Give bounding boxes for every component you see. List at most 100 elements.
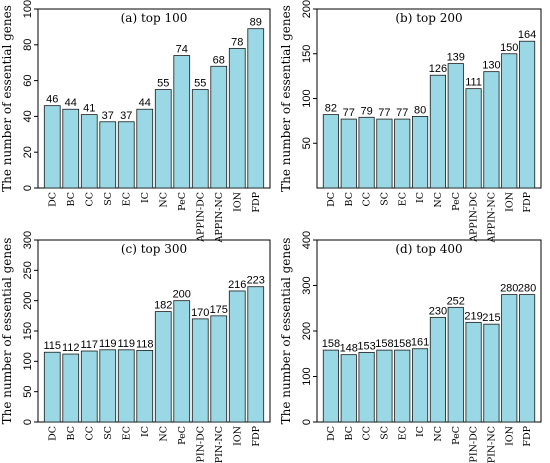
bar-a-ec [117, 121, 135, 189]
bar-d-ion [501, 294, 518, 423]
bar-b-dc [322, 114, 339, 189]
x-tick-label-a-1: BC [66, 192, 77, 206]
value-label-c-8: 170 [191, 307, 209, 319]
x-tick-label-c-8: APPIN-DC [195, 426, 206, 463]
x-tick-label-a-10: ION [232, 192, 243, 212]
y-tick-label-a-5: 100 [22, 0, 34, 18]
bar-c-ion [228, 290, 246, 423]
x-tick-label-c-5: IC [140, 426, 151, 437]
y-tick-label-c-4: 200 [22, 291, 34, 309]
value-label-a-2: 41 [83, 103, 95, 115]
y-axis-label-a: The number of essential genes [0, 5, 14, 192]
bar-c-pec [173, 300, 191, 423]
bar-a-nc [154, 89, 172, 189]
x-tick-label-d-7: PeC [451, 426, 462, 445]
x-tick-label-b-6: NC [433, 192, 444, 208]
x-tick-label-c-0: DC [47, 426, 58, 441]
x-tick-label-d-1: BC [344, 426, 355, 440]
bar-a-bc [62, 108, 80, 189]
bar-a-dc [43, 105, 61, 189]
bar-d-ec [394, 349, 411, 423]
value-label-b-10: 150 [500, 42, 518, 54]
value-label-d-10: 280 [500, 283, 518, 295]
value-label-a-11: 89 [250, 17, 262, 29]
y-tick-label-b-3: 200 [301, 0, 313, 18]
bar-a-pec [173, 55, 191, 189]
x-tick-label-b-11: FDP [522, 191, 533, 212]
x-tick-label-b-8: APPIN-DC [469, 192, 480, 243]
x-tick-label-b-7: PeC [451, 192, 462, 211]
bar-b-bc [340, 118, 357, 189]
bar-b-ic [412, 116, 429, 189]
x-tick-label-a-9: APPIN-NC [214, 192, 225, 244]
x-tick-label-d-3: SC [379, 426, 390, 440]
y-tick-label-b-1: 100 [301, 89, 313, 107]
panel-title-a: (a) top 100 [121, 11, 188, 25]
bar-d-appin-dc [465, 321, 482, 423]
x-tick-label-b-5: IC [415, 192, 426, 203]
y-tick-label-d-4: 400 [301, 231, 313, 249]
y-tick-label-a-2: 40 [22, 110, 34, 122]
value-label-a-9: 68 [213, 54, 225, 66]
y-axis-label-b: The number of essential genes [279, 5, 293, 192]
value-label-b-1: 77 [343, 107, 355, 119]
bar-b-sc [376, 118, 393, 189]
value-label-c-9: 175 [210, 304, 228, 316]
value-label-d-6: 230 [429, 305, 447, 317]
x-tick-label-b-0: DC [326, 192, 337, 207]
bar-d-sc [376, 349, 393, 423]
value-label-b-3: 77 [378, 107, 390, 119]
bar-b-ec [394, 118, 411, 189]
x-tick-label-a-8: APPIN-DC [195, 192, 206, 243]
value-label-c-11: 223 [247, 275, 265, 287]
bar-c-dc [43, 351, 61, 423]
value-label-d-11: 280 [518, 283, 536, 295]
value-label-b-2: 79 [360, 105, 372, 117]
bar-b-nc [429, 74, 446, 189]
bar-c-ic [136, 350, 154, 423]
panel-title-b: (b) top 200 [395, 11, 462, 25]
x-tick-label-c-10: ION [232, 426, 243, 446]
value-label-b-0: 82 [325, 103, 337, 115]
x-tick-label-d-0: DC [326, 426, 337, 441]
y-tick-label-a-1: 20 [22, 146, 34, 158]
x-tick-label-c-6: NC [158, 426, 169, 442]
y-tick-label-c-0: 0 [22, 419, 34, 425]
x-tick-label-d-10: ION [504, 426, 515, 446]
x-tick-label-c-2: CC [84, 426, 95, 441]
panel-d: (d) top 400 The number of essential genes… [279, 231, 542, 463]
value-label-a-0: 46 [46, 94, 58, 106]
value-label-b-4: 77 [396, 107, 408, 119]
bar-c-fdp [247, 286, 265, 423]
x-tick-label-b-4: EC [397, 192, 408, 206]
y-tick-label-c-1: 50 [22, 386, 34, 398]
value-label-a-3: 37 [102, 110, 114, 122]
y-tick-label-d-3: 300 [301, 276, 313, 294]
x-tick-label-a-0: DC [47, 192, 58, 207]
x-tick-label-c-11: FDP [251, 425, 262, 446]
panel-a: (a) top 100 The number of essential genes… [0, 0, 271, 244]
panel-title-d: (d) top 400 [395, 242, 462, 256]
bar-b-cc [358, 116, 375, 189]
value-label-d-9: 215 [482, 312, 500, 324]
bar-d-bc [340, 354, 357, 423]
bar-a-sc [99, 121, 117, 189]
value-label-a-10: 78 [231, 36, 243, 48]
x-tick-label-d-6: NC [433, 426, 444, 442]
value-label-a-6: 55 [157, 78, 169, 90]
bar-a-fdp [247, 28, 265, 189]
bar-d-ic [412, 348, 429, 423]
value-label-d-7: 252 [447, 295, 465, 307]
bar-c-nc [154, 311, 172, 423]
value-label-d-2: 153 [357, 340, 375, 352]
panel-b: (b) top 200 The number of essential genes… [279, 0, 542, 244]
y-tick-label-c-6: 300 [22, 231, 34, 249]
y-tick-label-c-5: 250 [22, 261, 34, 279]
value-label-d-8: 219 [464, 310, 482, 322]
value-label-b-11: 164 [518, 29, 536, 41]
bar-a-appin-dc [191, 89, 209, 189]
bar-c-appin-dc [191, 318, 209, 423]
value-label-c-4: 119 [117, 338, 135, 350]
value-label-d-3: 158 [375, 338, 393, 350]
bar-d-appin-nc [483, 323, 500, 423]
